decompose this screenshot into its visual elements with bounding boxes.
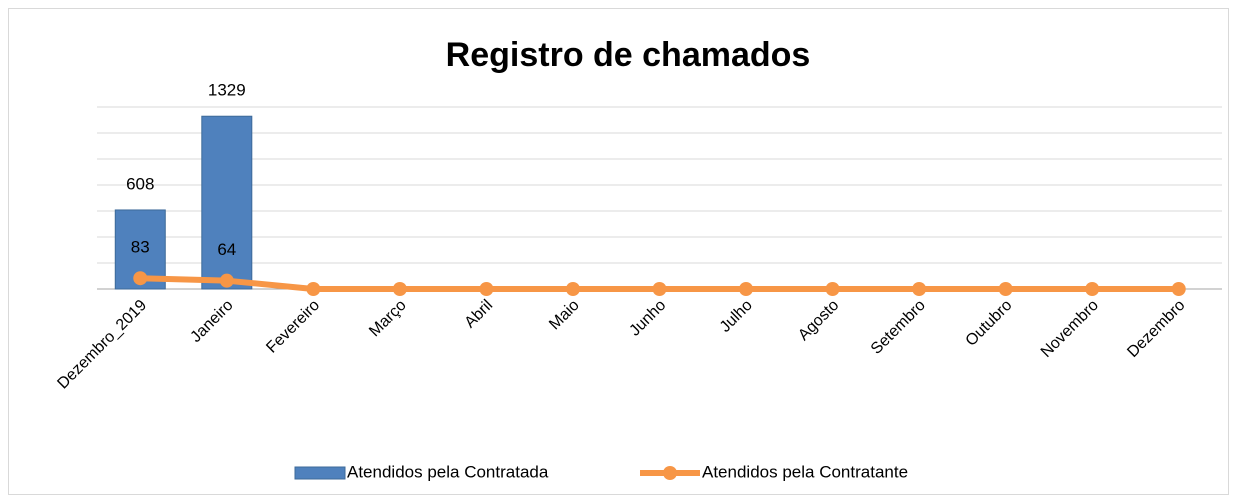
data-label: 64 — [217, 240, 236, 259]
line-marker — [1085, 282, 1100, 296]
line-marker — [306, 282, 321, 296]
line-marker — [739, 282, 754, 296]
line-marker — [998, 282, 1013, 296]
data-label: 83 — [131, 238, 150, 257]
line-marker — [479, 282, 494, 296]
line-marker — [652, 282, 667, 296]
line-marker — [392, 282, 407, 296]
legend-marker — [663, 466, 677, 480]
chart-border — [8, 8, 1229, 495]
line-marker — [1171, 282, 1186, 296]
legend-swatch — [294, 466, 346, 480]
chart-title: Registro de chamados — [446, 36, 811, 74]
line-marker — [912, 282, 927, 296]
legend-label: Atendidos pela Contratante — [702, 462, 908, 481]
line-marker — [219, 273, 234, 288]
data-label: 608 — [126, 174, 154, 193]
data-label: 1329 — [208, 81, 246, 100]
legend-label: Atendidos pela Contratada — [347, 462, 549, 481]
line-marker — [565, 282, 580, 296]
line-marker — [825, 282, 840, 296]
line-marker — [133, 271, 148, 286]
bar — [201, 115, 253, 290]
